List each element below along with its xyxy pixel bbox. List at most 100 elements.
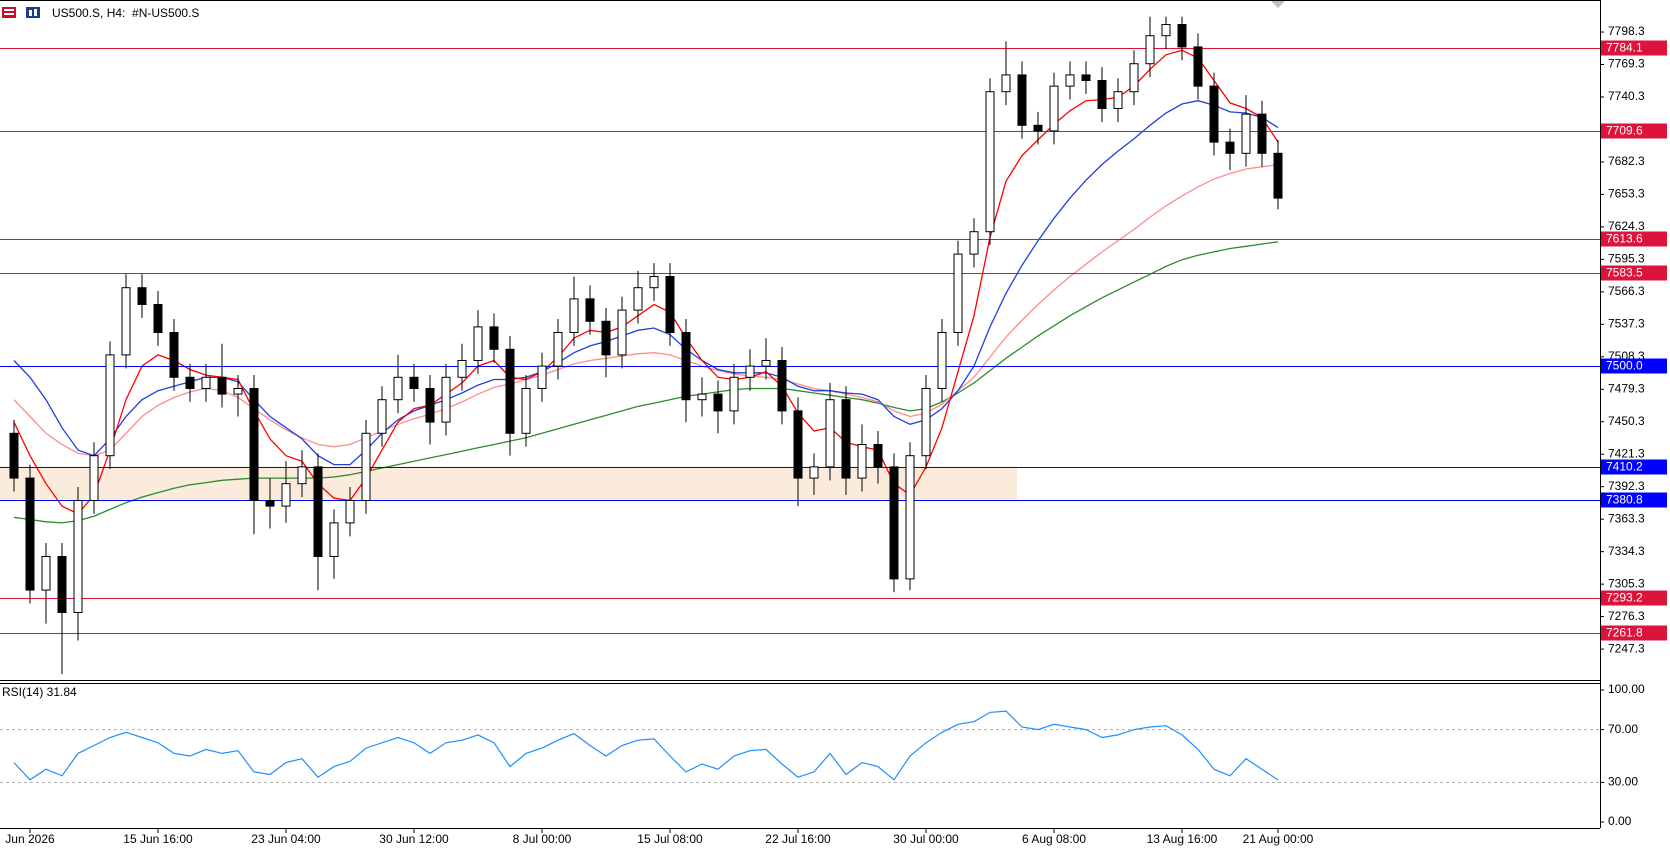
y-tick-label: 7740.3 xyxy=(1608,89,1645,103)
candle-body xyxy=(681,331,691,401)
candle-body xyxy=(1177,24,1187,48)
y-tick-label: 7682.3 xyxy=(1608,154,1645,168)
candle-body xyxy=(969,231,979,255)
level-label-box xyxy=(1601,590,1667,606)
y-tick-label: 0.00 xyxy=(1608,814,1632,828)
candle-body xyxy=(633,287,643,311)
candle-body xyxy=(1193,46,1203,87)
y-tick-label: 7334.3 xyxy=(1608,544,1645,558)
candle-body xyxy=(153,303,163,333)
x-tick-label: 30 Jun 12:00 xyxy=(379,832,449,846)
menu-icon-line xyxy=(4,9,14,11)
candle-body xyxy=(1033,124,1043,132)
candle-body xyxy=(137,287,147,305)
candle-body xyxy=(265,499,275,507)
candle-body xyxy=(857,443,867,479)
x-tick-label: 6 Aug 08:00 xyxy=(1022,832,1086,846)
y-tick-label: 7566.3 xyxy=(1608,284,1645,298)
candle-body xyxy=(1241,113,1251,154)
candle-body xyxy=(505,348,515,434)
level-label: 7293.2 xyxy=(1606,591,1643,605)
y-tick-label: 7421.3 xyxy=(1608,446,1645,460)
shift-marker xyxy=(1270,0,1286,8)
level-label: 7261.8 xyxy=(1606,626,1643,640)
candle-body xyxy=(713,393,723,412)
candle-body xyxy=(697,393,707,401)
level-label-box xyxy=(1601,123,1667,139)
candle-body xyxy=(1145,35,1155,65)
candle-body xyxy=(1113,91,1123,110)
candle-body xyxy=(121,287,131,356)
candle-body xyxy=(329,522,339,557)
y-tick-label: 7479.3 xyxy=(1608,381,1645,395)
x-tick-label: 13 Aug 16:00 xyxy=(1147,832,1218,846)
y-tick-label: 100.00 xyxy=(1608,682,1645,696)
candle-body xyxy=(601,320,611,356)
level-label: 7784.1 xyxy=(1606,41,1643,55)
level-label: 7410.2 xyxy=(1606,460,1643,474)
candle-body xyxy=(409,376,419,389)
candle-body xyxy=(41,555,51,591)
candle-body xyxy=(1257,113,1267,154)
y-tick-label: 7798.3 xyxy=(1608,24,1645,38)
candle-body xyxy=(105,354,115,457)
candle-body xyxy=(377,399,387,434)
candle-body xyxy=(249,387,259,501)
y-tick-label: 7247.3 xyxy=(1608,641,1645,655)
x-tick-label: 22 Jul 16:00 xyxy=(765,832,831,846)
candle-body xyxy=(281,483,291,507)
candle-body xyxy=(665,276,675,333)
candle-body xyxy=(1049,85,1059,132)
level-label: 7500.0 xyxy=(1606,359,1643,373)
candle-body xyxy=(1097,80,1107,110)
candle-body xyxy=(201,376,211,389)
candle-body xyxy=(425,387,435,423)
candle-body xyxy=(217,376,227,395)
candle-body xyxy=(1161,24,1171,37)
y-tick-label: 7363.3 xyxy=(1608,511,1645,525)
candle-body xyxy=(57,555,67,613)
level-label-box xyxy=(1601,358,1667,374)
chart-icon-bar xyxy=(29,10,32,16)
candle-body xyxy=(297,466,307,485)
x-tick-label: Jun 2026 xyxy=(5,832,55,846)
candle-body xyxy=(9,432,19,479)
candle-body xyxy=(361,432,371,501)
y-tick-label: 7653.3 xyxy=(1608,187,1645,201)
candle-body xyxy=(569,298,579,333)
candle-body xyxy=(169,331,179,378)
candle-body xyxy=(185,376,195,389)
candle-body xyxy=(793,410,803,479)
candle-body xyxy=(345,499,355,524)
candle-body xyxy=(745,365,755,378)
indicator-title: RSI(14) 31.84 xyxy=(2,685,77,699)
candle-body xyxy=(953,253,963,333)
rsi-line xyxy=(13,710,1279,781)
candle-body xyxy=(985,91,995,233)
candle-body xyxy=(921,387,931,457)
moving-average xyxy=(13,241,1279,524)
y-tick-label: 7769.3 xyxy=(1608,57,1645,71)
x-tick-label: 30 Jul 00:00 xyxy=(893,832,959,846)
y-tick-label: 70.00 xyxy=(1608,722,1638,736)
level-label: 7709.6 xyxy=(1606,124,1643,138)
candle-body xyxy=(441,376,451,423)
candle-body xyxy=(1001,74,1011,93)
chart-icon-bar xyxy=(34,9,37,16)
candle-body xyxy=(1065,74,1075,87)
candle-body xyxy=(25,477,35,591)
candle-body xyxy=(1209,85,1219,143)
candle-body xyxy=(873,443,883,468)
chart-title: US500.S, H4: #N-US500.S xyxy=(52,6,199,20)
candle-body xyxy=(313,466,323,557)
candle-body xyxy=(937,331,947,389)
level-label-box xyxy=(1601,459,1667,475)
x-tick-label: 15 Jun 16:00 xyxy=(123,832,193,846)
candle-body xyxy=(1129,63,1139,93)
y-tick-label: 30.00 xyxy=(1608,775,1638,789)
chart-icon xyxy=(26,7,40,18)
level-label: 7583.5 xyxy=(1606,266,1643,280)
candle-body xyxy=(1017,74,1027,126)
level-label-box xyxy=(1601,231,1667,247)
